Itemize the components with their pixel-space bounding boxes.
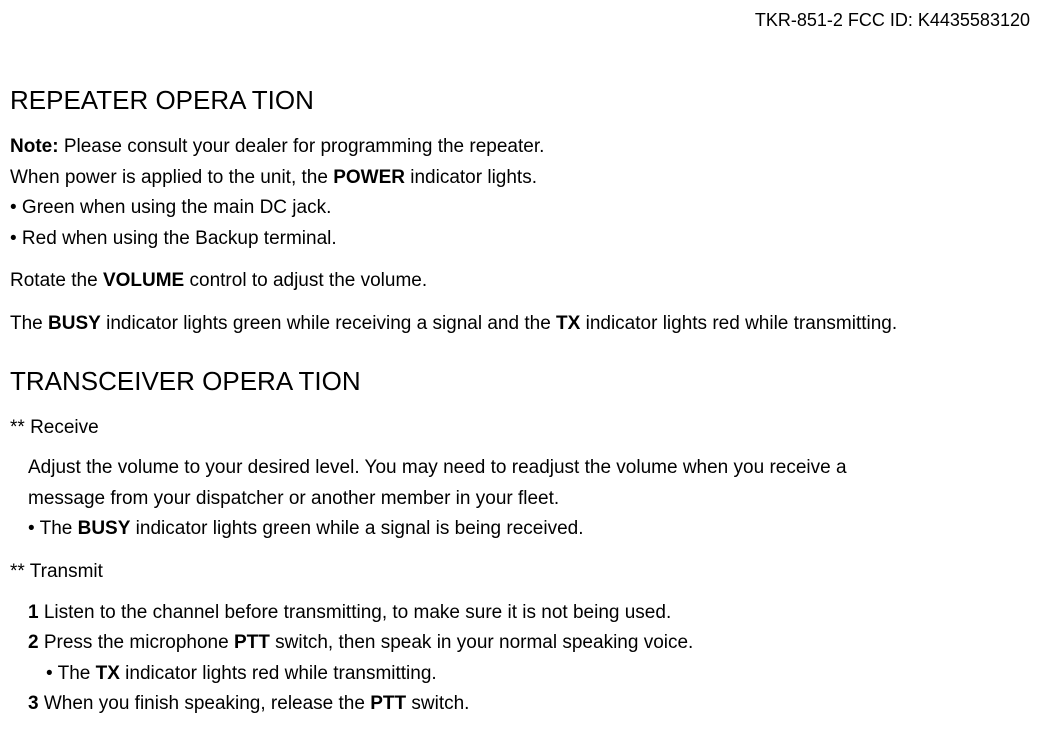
xmit-step-1: 1 Listen to the channel before transmitt… xyxy=(10,600,1028,627)
note-text: Please consult your dealer for programmi… xyxy=(59,136,545,157)
busy-a: The xyxy=(10,313,48,334)
xmit-3-a: When you finish speaking, release the xyxy=(39,693,371,714)
power-line: When power is applied to the unit, the P… xyxy=(10,165,1028,192)
xmit-3-b: switch. xyxy=(406,693,469,714)
busy-tx-block: The BUSY indicator lights green while re… xyxy=(10,311,1028,338)
busy-c: indicator lights red while transmitting. xyxy=(580,313,897,334)
document-body: REPEATER OPERA TION Note: Please consult… xyxy=(0,0,1038,744)
power-text-b: indicator lights. xyxy=(405,167,537,188)
xmit-2-sub-bold: TX xyxy=(96,663,120,684)
xmit-2-sub-b: indicator lights red while transmitting. xyxy=(120,663,437,684)
volume-a: Rotate the xyxy=(10,270,103,291)
recv-bullet-b: indicator lights green while a signal is… xyxy=(130,518,583,539)
volume-bold: VOLUME xyxy=(103,270,184,291)
note-label: Note: xyxy=(10,136,59,157)
xmit-2-bold: PTT xyxy=(234,632,270,653)
receive-bullet: • The BUSY indicator lights green while … xyxy=(10,516,1028,543)
xmit-2-a: Press the microphone xyxy=(39,632,234,653)
busy-tx-line: The BUSY indicator lights green while re… xyxy=(10,311,1028,338)
power-text-a: When power is applied to the unit, the xyxy=(10,167,333,188)
recv-bullet-a: • The xyxy=(28,518,78,539)
xmit-1-num: 1 xyxy=(28,602,39,623)
xmit-2-num: 2 xyxy=(28,632,39,653)
receive-line1: Adjust the volume to your desired level.… xyxy=(10,455,1028,482)
power-bold: POWER xyxy=(333,167,405,188)
section-title-repeater: REPEATER OPERA TION xyxy=(10,85,1028,116)
tx-bold: TX xyxy=(556,313,580,334)
volume-line: Rotate the VOLUME control to adjust the … xyxy=(10,268,1028,295)
note-line: Note: Please consult your dealer for pro… xyxy=(10,134,1028,161)
xmit-step-2: 2 Press the microphone PTT switch, then … xyxy=(10,630,1028,657)
volume-b: control to adjust the volume. xyxy=(184,270,427,291)
xmit-step-3: 3 When you finish speaking, release the … xyxy=(10,691,1028,718)
busy-bold: BUSY xyxy=(48,313,101,334)
receive-heading: ** Receive xyxy=(10,415,1028,442)
receive-line2: message from your dispatcher or another … xyxy=(10,486,1028,513)
bullet-green: • Green when using the main DC jack. xyxy=(10,195,1028,222)
xmit-3-bold: PTT xyxy=(370,693,406,714)
section-title-transceiver: TRANSCEIVER OPERA TION xyxy=(10,366,1028,397)
transmit-heading: ** Transmit xyxy=(10,559,1028,586)
xmit-step-2-sub: • The TX indicator lights red while tran… xyxy=(10,661,1028,688)
xmit-3-num: 3 xyxy=(28,693,39,714)
receive-block: Adjust the volume to your desired level.… xyxy=(10,455,1028,543)
volume-block: Rotate the VOLUME control to adjust the … xyxy=(10,268,1028,295)
xmit-1-text: Listen to the channel before transmittin… xyxy=(39,602,672,623)
recv-bullet-bold: BUSY xyxy=(78,518,131,539)
busy-b: indicator lights green while receiving a… xyxy=(101,313,556,334)
repeater-note-block: Note: Please consult your dealer for pro… xyxy=(10,134,1028,252)
xmit-2-sub-a: • The xyxy=(46,663,96,684)
transmit-block: 1 Listen to the channel before transmitt… xyxy=(10,600,1028,718)
bullet-red: • Red when using the Backup terminal. xyxy=(10,226,1028,253)
xmit-2-b: switch, then speak in your normal speaki… xyxy=(270,632,694,653)
header-model-fcc: TKR-851-2 FCC ID: K4435583120 xyxy=(755,10,1030,31)
